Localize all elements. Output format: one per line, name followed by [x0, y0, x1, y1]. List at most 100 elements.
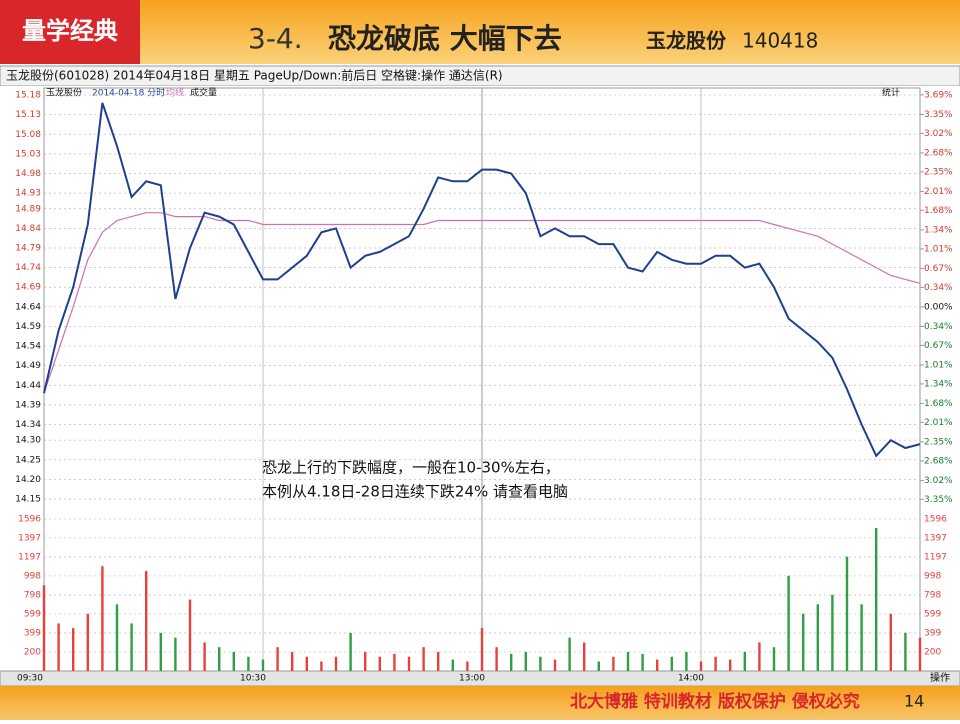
header-band — [0, 0, 960, 64]
y-tick-label: 14.25 — [15, 455, 41, 465]
volume-bar — [758, 642, 761, 671]
volume-bar — [101, 566, 104, 671]
volume-bar — [466, 661, 469, 671]
volume-bar — [699, 661, 703, 671]
y2-tick-label: 798 — [924, 590, 941, 600]
volume-bar — [320, 661, 323, 671]
y-tick-label: 14.89 — [15, 204, 41, 214]
y2-tick-label: 2.68% — [924, 456, 953, 466]
volume-bar — [422, 647, 425, 671]
volume-bar — [291, 651, 294, 671]
volume-bar — [364, 651, 367, 671]
volume-bar — [145, 570, 148, 671]
stats: 统计 — [882, 87, 900, 99]
legend-volume: 成交量 — [190, 87, 217, 99]
volume-bar — [729, 659, 732, 671]
volume-bar — [72, 628, 75, 671]
x-tick-label: 14:00 — [678, 674, 704, 684]
y2-tick-label: 2.01% — [924, 418, 953, 428]
y-tick-label: 14.64 — [15, 302, 41, 312]
volume-bar — [261, 659, 265, 671]
y-tick-label: 14.34 — [15, 420, 41, 430]
annotation: 本例从4.18日-28日连续下跌24% 请查看电脑 — [262, 483, 568, 501]
x-tick-label: 13:00 — [459, 674, 485, 684]
volume-bar — [188, 599, 192, 671]
volume-bar — [57, 623, 60, 671]
volume-bar — [714, 656, 717, 671]
y-tick-label: 14.74 — [15, 263, 41, 273]
volume-bar — [393, 653, 396, 671]
volume-bar — [612, 656, 615, 671]
volume-bar — [247, 656, 250, 671]
price-line — [43, 102, 921, 458]
volume-bar — [860, 604, 863, 671]
volume-bar — [656, 659, 659, 671]
volume-bar — [378, 656, 381, 671]
volume-bar — [670, 656, 673, 671]
y2-tick-label: 599 — [924, 609, 941, 619]
volume-bar — [743, 651, 746, 671]
y2-tick-label: 200 — [924, 647, 941, 657]
y-tick-label: 1197 — [18, 552, 41, 562]
volume-bar — [685, 651, 688, 671]
volume-bar — [626, 651, 630, 671]
y-tick-label: 14.79 — [15, 244, 41, 254]
volume-bar — [232, 651, 235, 671]
y2-tick-label: 0.67% — [924, 264, 953, 274]
title-main: 恐龙破底 大幅下去 — [328, 22, 562, 55]
y2-tick-label: 3.35% — [924, 110, 953, 120]
volume-bar — [597, 661, 600, 671]
y-tick-label: 14.20 — [15, 475, 41, 485]
volume-bar — [130, 623, 133, 671]
y-tick-label: 14.98 — [15, 169, 41, 179]
volume-bar — [203, 642, 206, 671]
y2-tick-label: 3.69% — [924, 90, 953, 100]
volume-bar — [539, 656, 542, 671]
volume-bar — [583, 642, 586, 671]
y-tick-label: 14.30 — [15, 436, 41, 446]
y2-tick-label: 2.35% — [924, 437, 953, 447]
volume-bar — [816, 604, 819, 671]
x-tick-label: 10:30 — [240, 674, 266, 684]
title-code: 140418 — [742, 29, 818, 53]
y2-tick-label: 1.34% — [924, 379, 953, 389]
y2-tick-label: 0.34% — [924, 322, 953, 332]
y2-tick-label: 3.35% — [924, 495, 953, 505]
y2-tick-label: 1197 — [924, 552, 947, 562]
plot: 15.18 15.13 15.08 15.03 14.98 14.93 14.89 14.84… — [15, 88, 953, 684]
y2-tick-label: 1.34% — [924, 225, 953, 235]
y-tick-label: 14.49 — [15, 361, 41, 371]
operate: 操作 — [930, 671, 950, 684]
x-tick-label: 09:30 — [17, 674, 43, 684]
footer: 北大博雅 特训教材 版权保护 侵权必究 — [570, 691, 860, 712]
volume-bar — [918, 637, 922, 671]
title-stock: 玉龙股份 — [646, 29, 727, 53]
volume-bar — [86, 613, 89, 671]
price-line — [43, 212, 921, 394]
title-number: 3-4. — [248, 22, 303, 55]
legend-date: 2014-04-18 分时 — [92, 87, 165, 99]
volume-bar — [218, 647, 221, 671]
annotation: 恐龙上行的下跌幅度，一般在10-30%左右， — [262, 459, 560, 477]
logo-box — [0, 0, 140, 64]
volume-bar — [524, 651, 527, 671]
footer-band — [0, 686, 960, 720]
y2-tick-label: 1596 — [924, 514, 947, 524]
volume-bar — [568, 637, 571, 671]
y2-tick-label: 0.00% — [924, 302, 953, 312]
legend-avg: 均线 — [166, 87, 184, 99]
y-tick-label: 15.18 — [15, 91, 41, 101]
volume-bar — [334, 656, 338, 671]
volume-bar — [875, 528, 878, 671]
y2-tick-label: 1.01% — [924, 360, 953, 370]
volume-bar — [480, 628, 484, 671]
y2-tick-label: 1.68% — [924, 399, 953, 409]
volume-bar — [115, 604, 119, 671]
y2-tick-label: 3.02% — [924, 129, 953, 139]
volume-bar — [802, 613, 805, 671]
y2-tick-label: 1397 — [924, 533, 947, 543]
y-tick-label: 14.59 — [15, 322, 41, 332]
y-tick-label: 14.54 — [15, 342, 41, 352]
y2-tick-label: 1.68% — [924, 206, 953, 216]
